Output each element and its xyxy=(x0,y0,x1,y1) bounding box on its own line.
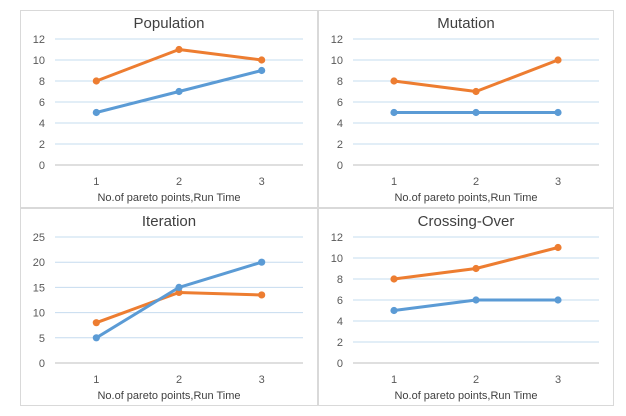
data-point xyxy=(175,288,183,297)
y-tick-label: 10 xyxy=(331,55,343,67)
y-tick-label: 6 xyxy=(337,97,343,109)
y-tick-label: 8 xyxy=(337,76,343,88)
data-point xyxy=(92,334,100,342)
data-point xyxy=(390,108,398,117)
y-tick-label: 12 xyxy=(33,34,45,46)
x-tick-label: 2 xyxy=(176,176,182,188)
data-point xyxy=(258,56,266,64)
data-point xyxy=(554,56,562,64)
x-tick-label: 2 xyxy=(473,374,479,386)
data-point xyxy=(258,66,266,75)
data-point xyxy=(175,87,183,96)
y-tick-label: 10 xyxy=(33,55,45,67)
chart-panel-iteration: 0 5 10 15 20 25 1 2 3 Iteration No.of pareto poi… xyxy=(20,208,318,406)
x-axis-label: No.of pareto points,Run Time xyxy=(97,390,241,402)
y-tick-label: 12 xyxy=(331,34,343,46)
x-tick-label: 1 xyxy=(391,374,397,386)
data-point xyxy=(472,87,480,96)
x-tick-label: 2 xyxy=(176,374,182,386)
data-point xyxy=(92,77,100,85)
data-point xyxy=(92,319,100,327)
data-point xyxy=(258,291,266,299)
y-tick-label: 4 xyxy=(337,118,343,130)
x-tick-label: 2 xyxy=(473,176,479,188)
x-tick-label: 3 xyxy=(259,176,265,188)
y-tick-label: 2 xyxy=(39,139,45,151)
y-tick-label: 4 xyxy=(39,118,45,130)
data-point xyxy=(92,108,100,117)
y-tick-label: 0 xyxy=(337,358,343,370)
y-tick-label: 0 xyxy=(39,358,45,370)
x-tick-label: 3 xyxy=(555,374,561,386)
data-point xyxy=(390,275,398,283)
x-tick-label: 1 xyxy=(391,176,397,188)
chart-title: Mutation xyxy=(437,15,495,32)
y-tick-label: 25 xyxy=(33,232,45,244)
y-tick-label: 20 xyxy=(33,257,45,269)
y-tick-label: 0 xyxy=(39,160,45,172)
series-line-0 xyxy=(94,290,264,325)
data-point xyxy=(554,108,562,117)
series-line-0 xyxy=(392,58,560,93)
y-tick-label: 4 xyxy=(337,316,343,328)
data-point xyxy=(175,283,183,291)
x-tick-label: 3 xyxy=(259,374,265,386)
chart-panel-population: 0 2 4 6 8 10 12 1 2 3 Population No.of pareto poi… xyxy=(20,10,318,208)
x-axis-label: No.of pareto points,Run Time xyxy=(394,390,538,402)
data-point xyxy=(390,306,398,315)
iteration-plot: 0 5 10 15 20 25 1 2 3 xyxy=(33,232,303,386)
y-tick-label: 8 xyxy=(39,76,45,88)
chart-title: Crossing-Over xyxy=(417,213,515,230)
data-point xyxy=(472,108,480,117)
y-tick-label: 5 xyxy=(39,333,45,345)
data-point xyxy=(554,296,562,304)
y-tick-label: 6 xyxy=(39,97,45,109)
y-tick-label: 15 xyxy=(33,282,45,294)
chart-panel-crossing-over: 0 2 4 6 8 10 12 1 2 3 Crossing-Over No.of pareto … xyxy=(318,208,614,406)
chart-panel-mutation: 0 2 4 6 8 10 12 1 2 3 Mutation No.of pareto point… xyxy=(318,10,614,208)
data-point xyxy=(554,243,562,252)
y-tick-label: 12 xyxy=(331,232,343,244)
data-point xyxy=(175,45,183,54)
y-tick-label: 8 xyxy=(337,274,343,286)
data-point xyxy=(472,264,480,273)
x-axis-label: No.of pareto points,Run Time xyxy=(97,192,241,204)
series-line-0 xyxy=(392,246,560,281)
y-tick-label: 2 xyxy=(337,337,343,349)
series-line-1 xyxy=(94,260,264,340)
chart-title: Population xyxy=(133,15,205,32)
x-tick-label: 1 xyxy=(93,374,99,386)
y-tick-label: 0 xyxy=(337,160,343,172)
y-tick-label: 2 xyxy=(337,139,343,151)
data-point xyxy=(390,77,398,85)
y-tick-label: 10 xyxy=(33,308,45,320)
chart-title: Iteration xyxy=(141,213,197,230)
data-point xyxy=(472,296,480,304)
data-point xyxy=(258,258,266,266)
x-axis-label: No.of pareto points,Run Time xyxy=(394,192,538,204)
x-tick-label: 1 xyxy=(93,176,99,188)
x-tick-label: 3 xyxy=(555,176,561,188)
y-tick-label: 10 xyxy=(331,253,343,265)
y-tick-label: 6 xyxy=(337,295,343,307)
